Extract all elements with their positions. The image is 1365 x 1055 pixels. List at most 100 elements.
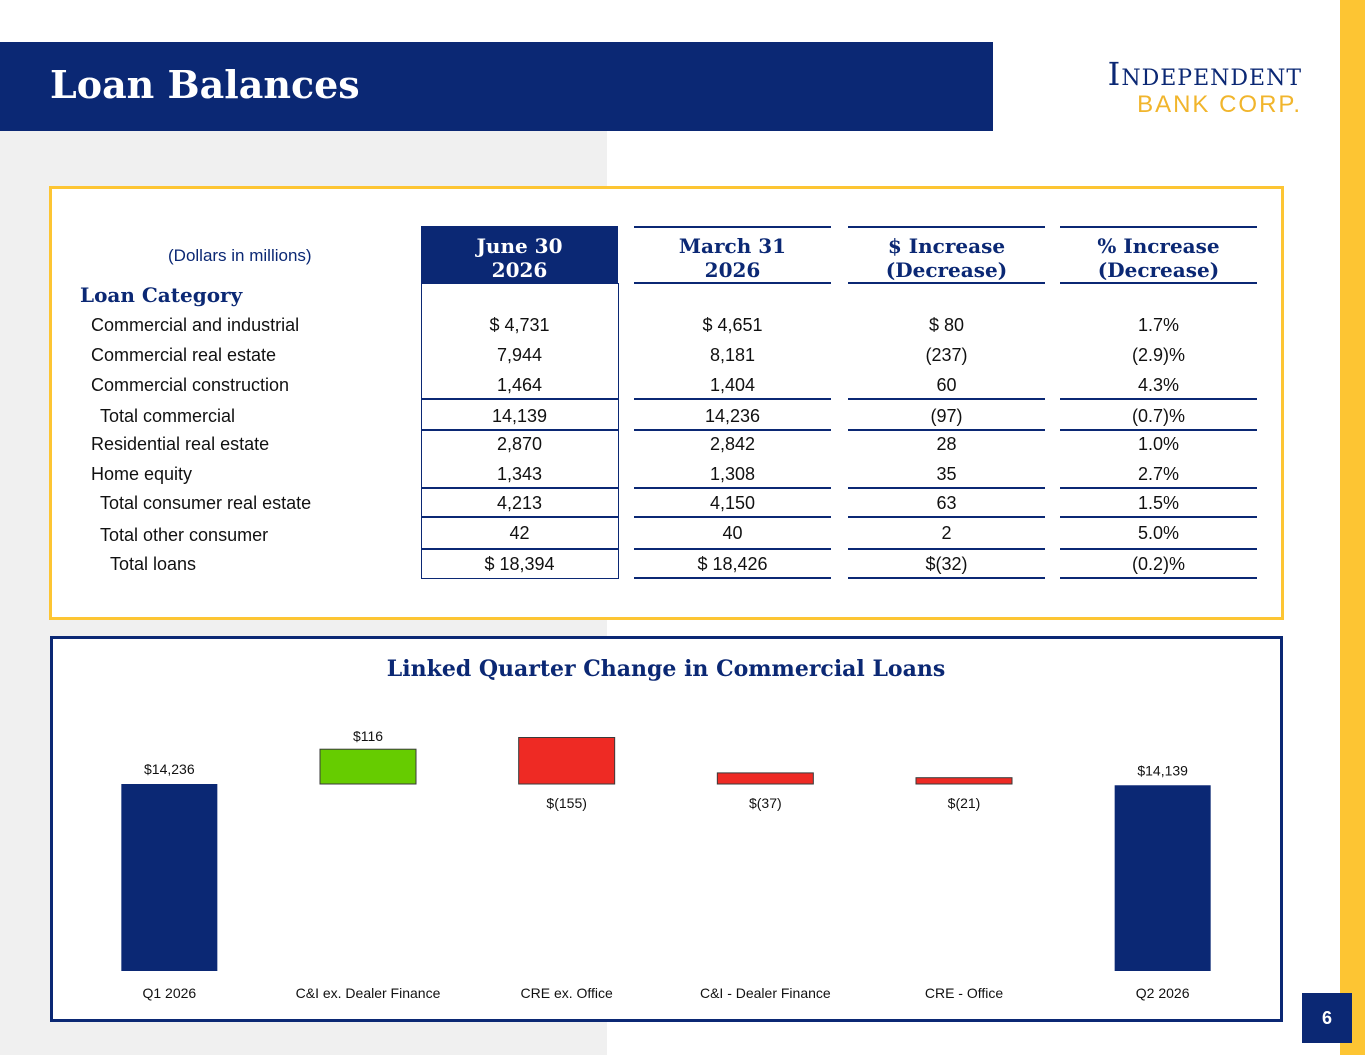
chart-bar [518,737,616,785]
column-header-dollar-change: $ Increase (Decrease) [848,226,1045,284]
row-divider [848,487,1045,489]
table-cell: 8,181 [709,345,756,365]
table-cell: 1.5% [1137,493,1180,513]
column-header-line: June 30 [476,234,563,258]
chart-bar [716,772,814,785]
table-cell: 14,236 [704,406,761,426]
column-header-march-31: March 31 2026 [634,226,831,284]
row-label: Commercial and industrial [91,315,300,335]
row-label: Home equity [91,464,193,484]
column-header-line: March 31 [678,234,787,258]
chart-bars: $14,236 Q1 2026 $116 C&I ex. Dealer Finance… [121,728,1211,1001]
row-divider [848,577,1045,579]
table-cell: 4.3% [1137,375,1180,395]
row-divider [848,398,1045,400]
commercial-loans-chart-panel [50,636,1283,1022]
row-label: Total loans [110,554,197,574]
category-label: CRE ex. Office [521,985,614,1001]
table-cell: 4,213 [496,493,543,513]
row-divider [848,516,1045,518]
table-cell: 35 [936,464,957,484]
table-cell: $(32) [925,554,968,574]
row-divider [848,429,1045,431]
table-cell: 1,308 [709,464,756,484]
row-divider [1060,577,1257,579]
loan-category-heading: Loan Category [80,283,243,307]
row-divider [1060,487,1257,489]
row-divider [421,487,618,489]
table-cell: 63 [936,493,957,513]
title-bar [0,42,993,131]
row-divider [421,516,618,518]
row-label: Total commercial [100,406,236,426]
column-header-line: (Decrease) [885,258,1008,282]
table-cell: (237) [925,345,968,365]
data-label: $14,236 [144,761,195,777]
page-number: 6 [1302,993,1352,1043]
row-divider [634,577,831,579]
data-label: $(37) [749,795,782,811]
table-cell: 7,944 [496,345,543,365]
data-label: $116 [353,728,383,744]
category-label: C&I - Dealer Finance [700,985,831,1001]
data-label: $14,139 [1137,762,1188,778]
row-label: Total consumer real estate [100,493,312,513]
current-period-frame [421,283,619,579]
row-divider [1060,429,1257,431]
table-cell: 2,870 [496,434,543,454]
logo-bottom-text: BANK CORP. [1137,91,1302,118]
table-cell: $ 4,731 [489,315,550,335]
row-divider [848,548,1045,550]
table-cell: 5.0% [1137,523,1180,543]
table-cell: 4,150 [709,493,756,513]
table-cell: 60 [936,375,957,395]
column-header-line: 2026 [491,258,548,282]
row-divider [634,487,831,489]
table-cell: $ 18,394 [484,554,555,574]
table-cell: 14,139 [491,406,548,426]
column-header-percent-change: % Increase (Decrease) [1060,226,1257,284]
table-cell: 2 [941,523,952,543]
data-label: $(21) [948,795,981,811]
chart-bar [915,777,1013,785]
table-cell: (2.9)% [1131,345,1185,365]
column-header-line: (Decrease) [1097,258,1220,282]
accent-strip [1340,0,1365,1055]
column-header-line: 2026 [704,258,761,282]
table-cell: 1,464 [496,375,543,395]
table-cell: (97) [930,406,963,426]
row-divider [1060,548,1257,550]
table-cell: $ 18,426 [697,554,768,574]
table-cell: 2,842 [709,434,756,454]
logo-top-text: Independent [1107,55,1302,93]
row-divider [634,516,831,518]
chart-bar [1114,785,1211,971]
row-divider [421,429,618,431]
row-label: Residential real estate [91,434,270,454]
column-header-line: $ Increase [887,234,1006,258]
row-divider [634,548,831,550]
table-cell: 1.7% [1137,315,1180,335]
row-divider [421,398,618,400]
row-divider [634,429,831,431]
category-label: Q2 2026 [1136,985,1190,1001]
page-title: Loan Balances [50,62,360,107]
table-cell: $ 4,651 [702,315,763,335]
data-label: $(155) [546,795,586,811]
row-label: Commercial real estate [91,345,277,365]
category-label: C&I ex. Dealer Finance [296,985,441,1001]
table-cell: 1.0% [1137,434,1180,454]
chart-title: Linked Quarter Change in Commercial Loan… [387,656,945,682]
column-header-line: % Increase [1097,234,1220,258]
category-label: Q1 2026 [142,985,196,1001]
chart-bar [319,748,417,785]
table-cell: 42 [509,523,530,543]
row-label: Total other consumer [100,525,269,545]
table-cell: (0.2)% [1131,554,1185,574]
chart-bar [121,784,218,971]
table-cell: $ 80 [928,315,965,335]
table-cell: 28 [936,434,957,454]
table-cell: 1,404 [709,375,756,395]
